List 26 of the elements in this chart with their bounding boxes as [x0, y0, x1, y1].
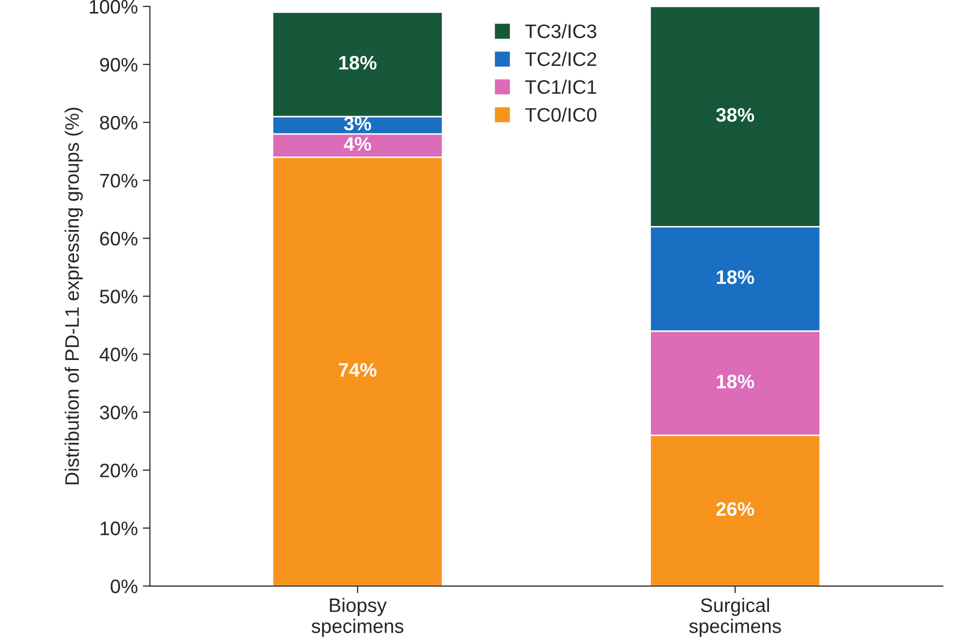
y-tick-label: 40%	[100, 348, 138, 362]
data-label: 18%	[716, 374, 754, 388]
data-label: 3%	[344, 116, 372, 131]
x-tick-label: Surgical specimens	[689, 598, 781, 637]
data-label: 4%	[344, 137, 372, 151]
y-tick-label: 30%	[100, 406, 138, 420]
data-label: 18%	[339, 56, 377, 70]
y-tick-label: 60%	[100, 232, 138, 246]
data-label: 26%	[716, 502, 754, 516]
legend-label: TC3/IC3	[525, 24, 596, 38]
y-tick-label: 80%	[100, 116, 138, 130]
data-label: 74%	[338, 363, 377, 377]
y-tick-label: 10%	[100, 522, 138, 536]
legend-label: TC0/IC0	[525, 107, 596, 122]
y-axis-title: Distribution of PD-L1 expressing groups (%)	[64, 108, 83, 484]
y-tick-label: 100%	[90, 0, 138, 14]
y-tick-label: 70%	[100, 174, 138, 188]
y-tick-label: 50%	[100, 290, 138, 304]
y-tick-label: 20%	[100, 464, 138, 478]
y-tick-label: 90%	[100, 58, 138, 72]
y-tick-label: 0%	[110, 580, 138, 594]
x-tick-label: Biopsy specimens	[312, 598, 404, 637]
data-label: 38%	[716, 108, 754, 122]
legend-label: TC1/IC1	[525, 80, 596, 94]
legend-label: TC2/IC2	[525, 52, 596, 66]
data-label: 18%	[716, 270, 754, 284]
